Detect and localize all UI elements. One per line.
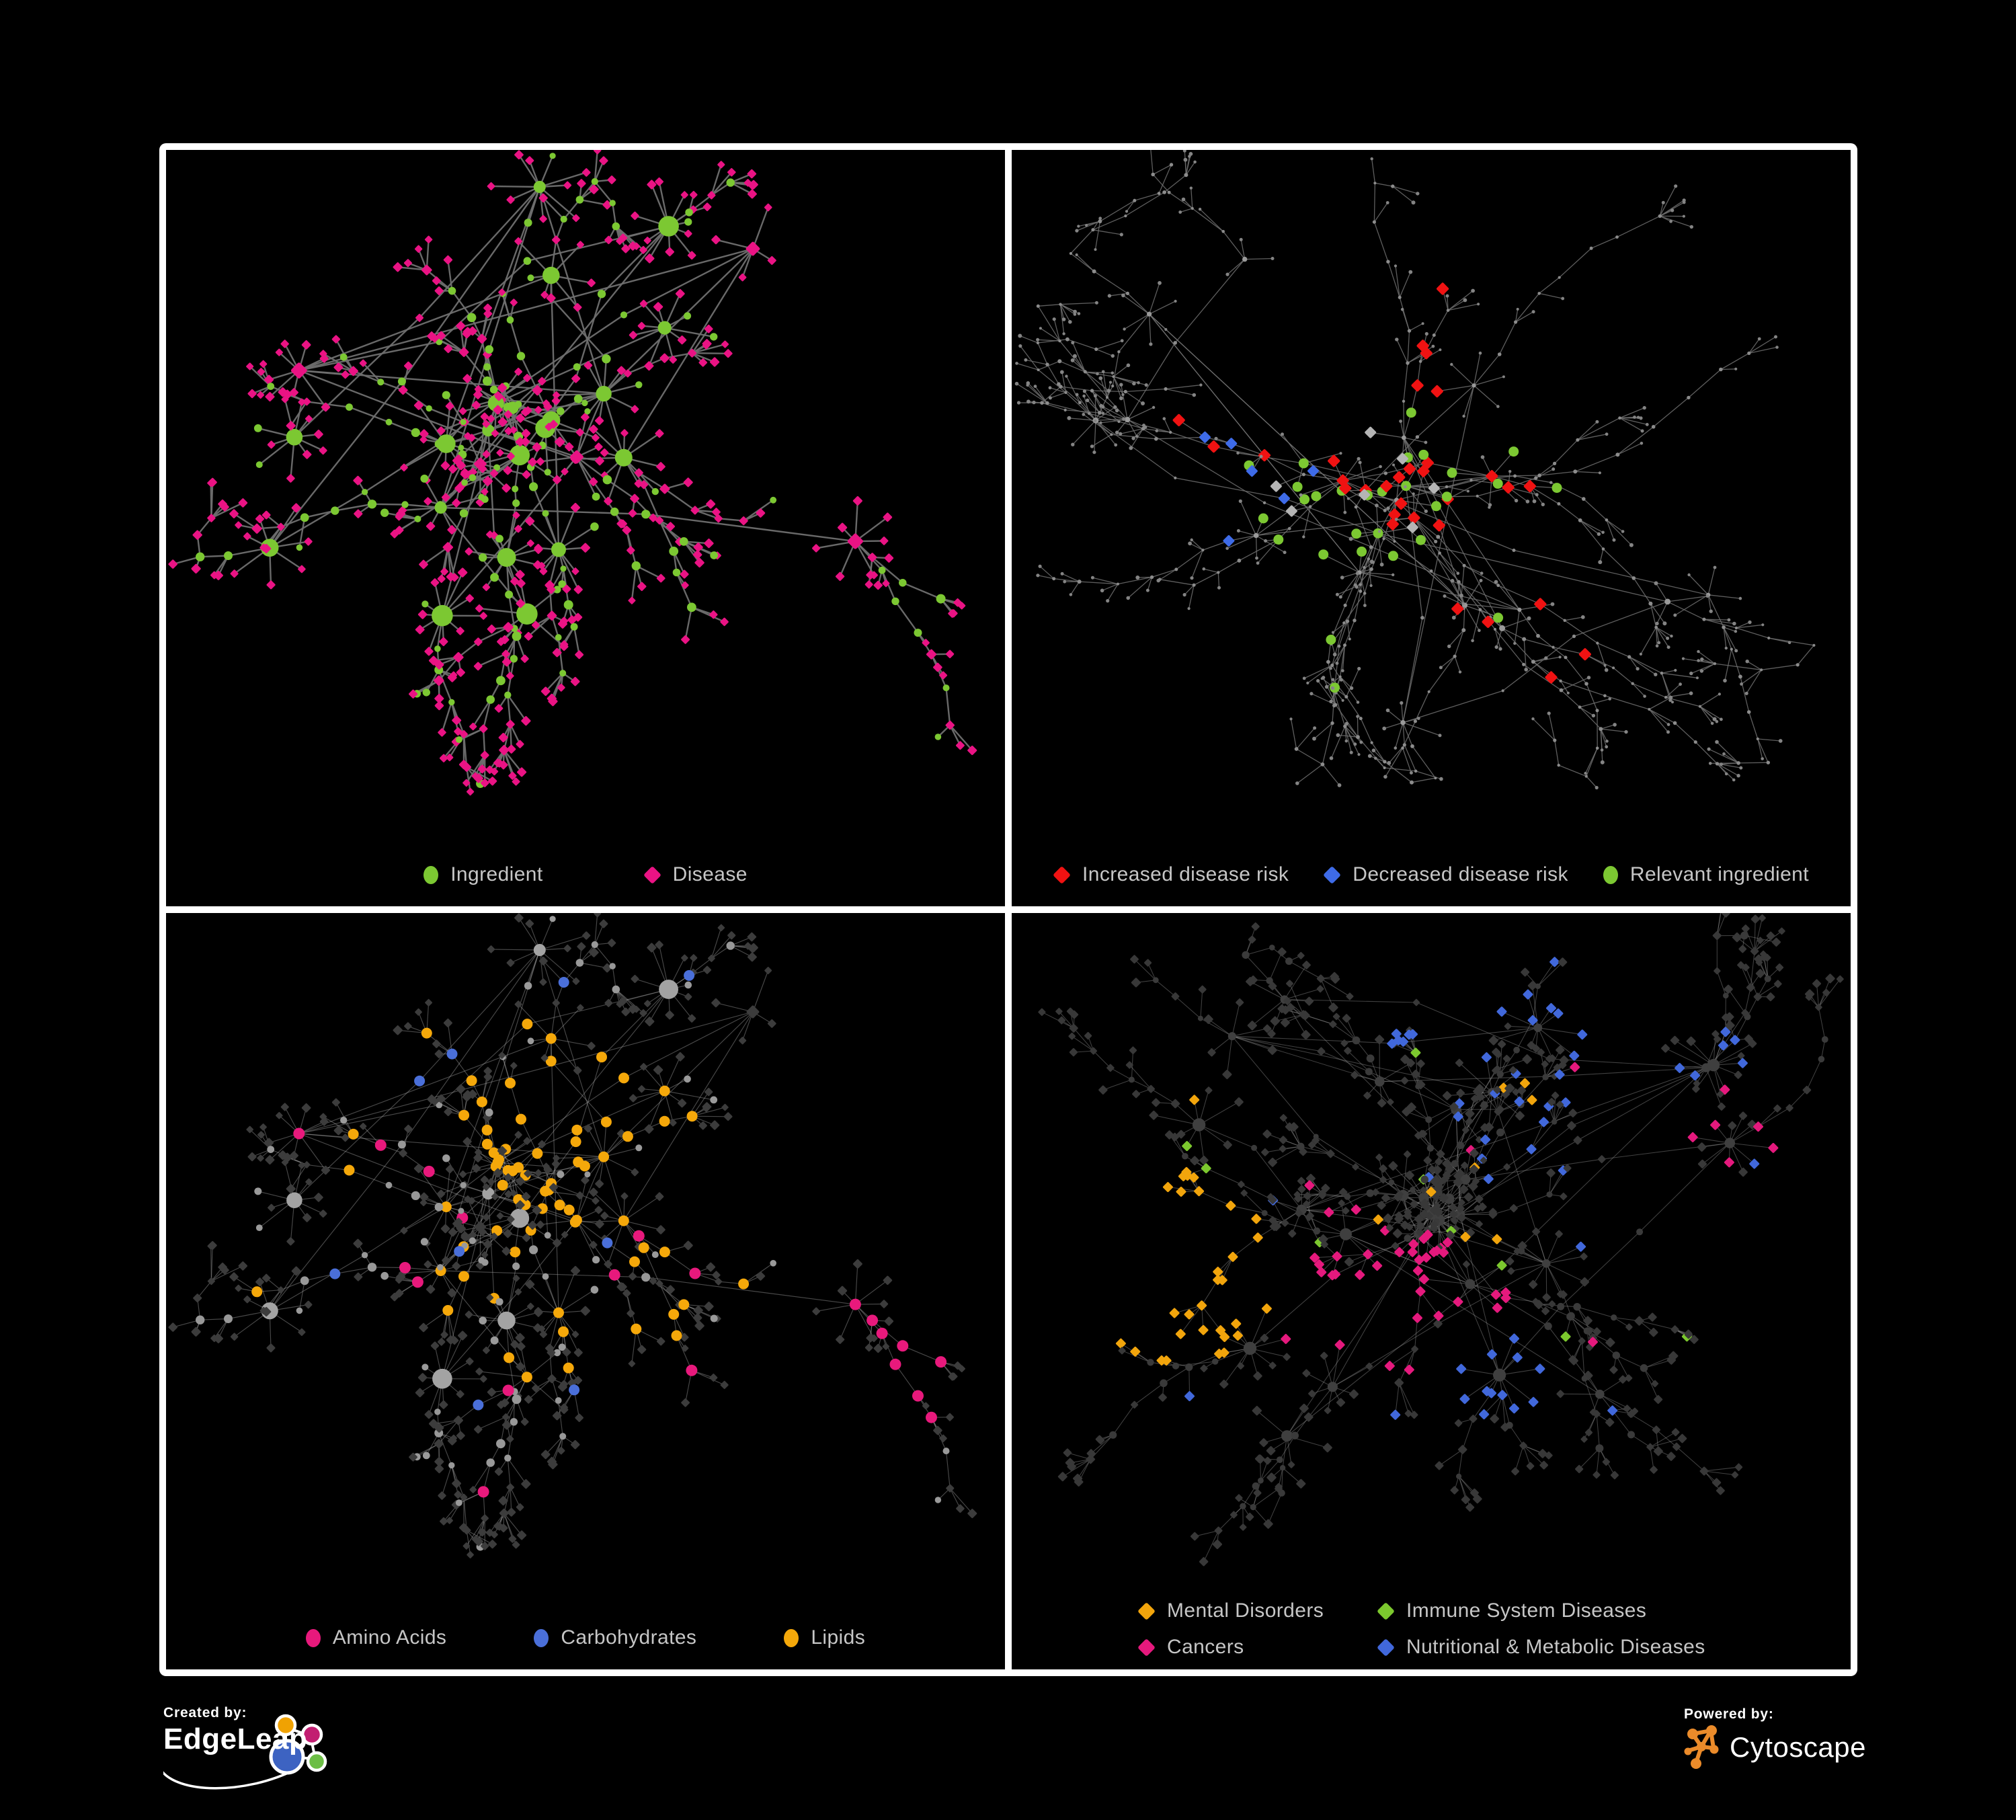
legend-swatch-diamond	[1137, 1601, 1156, 1620]
legend-label: Cancers	[1167, 1636, 1244, 1658]
legend-swatch-diamond	[1377, 1638, 1395, 1657]
legend-label: Relevant ingredient	[1629, 863, 1809, 885]
legend-disease-classes: Mental Disorders Immune System Diseases Ca…	[1137, 1599, 1705, 1659]
legend-swatch-circle	[305, 1628, 321, 1647]
legend-swatch-diamond	[1137, 1638, 1156, 1657]
legend-item: Decreased disease risk	[1323, 863, 1568, 886]
legend-item: Nutritional & Metabolic Diseases	[1377, 1636, 1705, 1659]
network-graph-disease-risk	[1014, 150, 1816, 790]
four-panel-figure-frame: Ingredient Disease Increased disease risk…	[159, 143, 1857, 1676]
edgeleap-branding: Created by: EdgeLeap	[163, 1705, 392, 1806]
legend-item: Mental Disorders	[1137, 1599, 1377, 1622]
legend-label: Mental Disorders	[1167, 1599, 1324, 1622]
legend-label: Disease	[672, 863, 748, 885]
legend-swatch-diamond	[1323, 865, 1342, 884]
legend-label: Amino Acids	[332, 1626, 447, 1649]
powered-by-label: Powered by:	[1684, 1706, 1774, 1722]
legend-swatch-diamond	[643, 865, 661, 884]
panel-nutrient-classes: Amino Acids Carbohydrates Lipids	[166, 913, 1005, 1669]
cytoscape-nodes	[1684, 1725, 1719, 1769]
legend-disease-risk: Increased disease risk Decreased disease …	[1012, 863, 1851, 886]
network-graph-disease-classes	[1038, 913, 1844, 1567]
legend-label: Lipids	[811, 1626, 866, 1649]
panel-ingredient-disease: Ingredient Disease	[166, 150, 1005, 906]
legend-label: Carbohydrates	[561, 1626, 697, 1649]
legend-swatch-circle	[1603, 865, 1618, 884]
network-graph-nutrient-classes	[168, 913, 977, 1558]
created-by-label: Created by:	[163, 1705, 247, 1720]
legend-item: Relevant ingredient	[1603, 863, 1809, 886]
legend-item: Ingredient	[424, 863, 542, 886]
legend-nutrient-classes: Amino Acids Carbohydrates Lipids	[166, 1626, 1005, 1649]
legend-swatch-circle	[534, 1628, 549, 1647]
legend-label: Decreased disease risk	[1353, 863, 1568, 885]
legend-swatch-diamond	[1377, 1601, 1395, 1620]
legend-label: Immune System Diseases	[1406, 1599, 1647, 1622]
legend-swatch-circle	[424, 865, 439, 884]
legend-ingredient-disease: Ingredient Disease	[166, 863, 1005, 886]
legend-item: Lipids	[784, 1626, 865, 1649]
panel-disease-risk: Increased disease risk Decreased disease …	[1012, 150, 1851, 906]
edgeleap-node-green	[306, 1751, 327, 1772]
legend-item: Cancers	[1137, 1636, 1377, 1659]
edgeleap-wordmark: EdgeLeap	[163, 1723, 308, 1755]
panel-disease-classes: Mental Disorders Immune System Diseases Ca…	[1012, 913, 1851, 1669]
legend-item: Amino Acids	[305, 1626, 447, 1649]
legend-label: Increased disease risk	[1082, 863, 1289, 885]
legend-swatch-circle	[784, 1628, 799, 1647]
legend-item: Immune System Diseases	[1377, 1599, 1705, 1622]
legend-label: Ingredient	[450, 863, 543, 885]
cytoscape-logo-icon	[1684, 1725, 1719, 1769]
legend-item: Increased disease risk	[1053, 863, 1289, 886]
cytoscape-branding: Powered by: Cytoscape	[1684, 1706, 1912, 1801]
legend-item: Carbohydrates	[534, 1626, 696, 1649]
cytoscape-wordmark: Cytoscape	[1730, 1731, 1866, 1763]
legend-label: Nutritional & Metabolic Diseases	[1406, 1636, 1705, 1658]
legend-swatch-diamond	[1053, 865, 1071, 884]
legend-item: Disease	[643, 863, 748, 886]
network-graph-ingredient-disease	[168, 150, 977, 796]
